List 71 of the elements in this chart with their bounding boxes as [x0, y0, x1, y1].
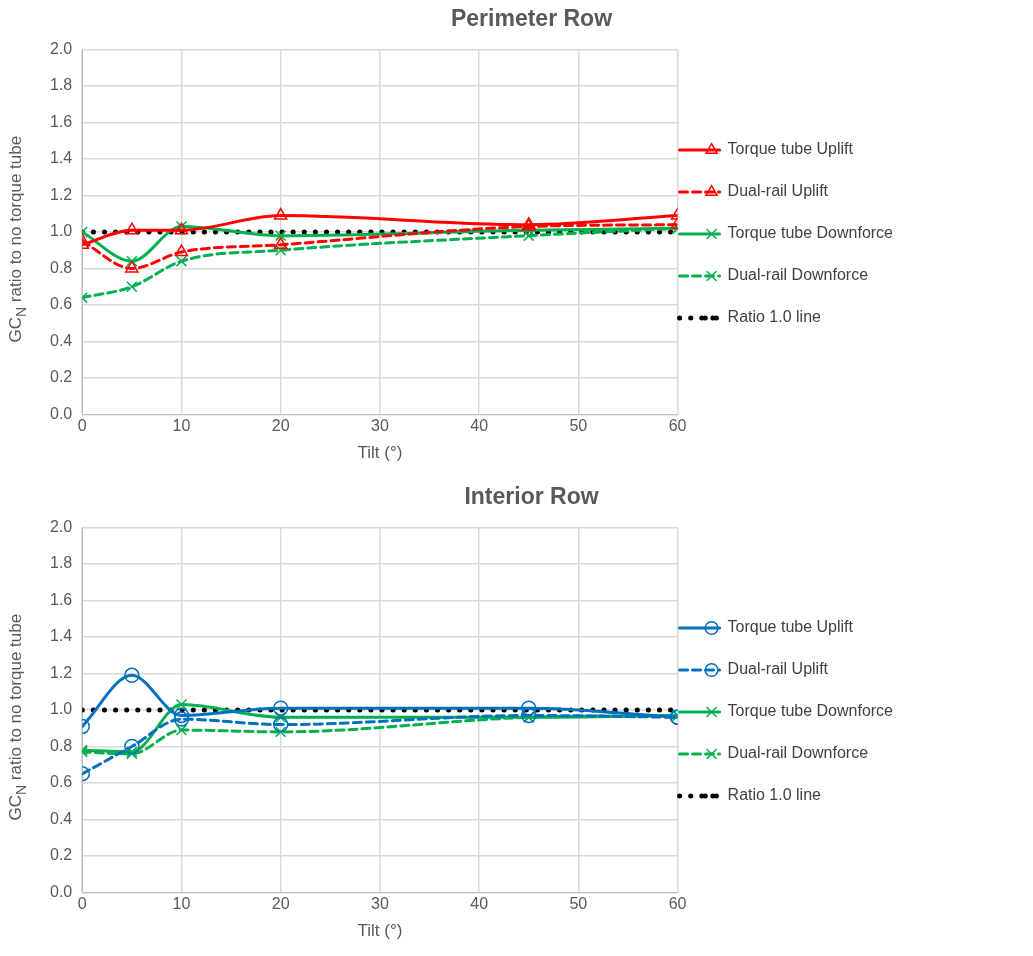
y-tick-label: 1.2	[49, 185, 73, 203]
y-tick-label: 1.2	[49, 663, 73, 681]
legend-label: Torque tube Downforce	[727, 224, 894, 242]
y-tick-label: 0.6	[49, 773, 73, 791]
y-tick-label: 0.4	[49, 809, 73, 827]
point	[273, 207, 288, 220]
x-tick-label: 40	[470, 895, 489, 913]
y-tick-label: 1.0	[49, 222, 73, 240]
point	[520, 700, 537, 716]
y-tick-label: 0.8	[49, 258, 73, 276]
y-tick-label: 1.8	[49, 76, 73, 94]
y-tick-label: 1.8	[49, 554, 73, 572]
y-tick-label: 0.4	[49, 331, 73, 349]
y-tick-label: 1.4	[49, 627, 73, 645]
point	[125, 260, 139, 273]
y-tick-label: 0.6	[49, 295, 73, 313]
point	[126, 255, 138, 267]
x-tick-label: 60	[668, 895, 687, 913]
point	[124, 667, 140, 684]
legend-label: Dual-rail Uplift	[727, 660, 829, 678]
x-tick-label: 30	[371, 895, 389, 913]
x-tick-label: 50	[569, 895, 588, 913]
legend-label: Torque tube Uplift	[727, 140, 854, 158]
x-tick-label: 10	[172, 895, 191, 913]
legend-label: Dual-rail Downforce	[727, 266, 869, 284]
x-tick-label: 40	[470, 417, 489, 435]
x-tick-label: 20	[271, 895, 290, 913]
y-tick-label: 1.4	[49, 149, 73, 167]
point	[274, 229, 287, 242]
x-tick-label: 20	[271, 417, 290, 435]
y-tick-label: 0.2	[49, 846, 73, 864]
x-axis-title: Tilt (°)	[357, 443, 403, 463]
legend-label: Dual-rail Uplift	[727, 182, 829, 200]
point	[272, 700, 289, 716]
x-tick-label: 0	[77, 417, 87, 435]
y-tick-label: 1.0	[49, 700, 73, 718]
x-tick-label: 10	[172, 417, 191, 435]
point	[274, 726, 287, 738]
y-tick-label: 0.2	[49, 368, 73, 386]
point	[273, 237, 288, 250]
point	[175, 255, 188, 267]
x-tick-label: 50	[569, 417, 588, 435]
point	[126, 281, 138, 293]
point	[173, 711, 190, 727]
legend-label: Ratio 1.0 line	[727, 786, 822, 804]
legend-label: Torque tube Uplift	[727, 618, 854, 636]
point	[175, 698, 188, 711]
y-tick-label: 1.6	[49, 590, 73, 608]
point	[173, 707, 190, 724]
point	[272, 716, 289, 733]
point	[520, 707, 537, 724]
legend-label: Torque tube Downforce	[727, 702, 894, 720]
x-axis-title: Tilt (°)	[357, 921, 403, 941]
y-tick-label: 0.8	[49, 736, 73, 754]
point	[274, 711, 287, 723]
y-tick-label: 2.0	[49, 40, 73, 58]
y-tick-label: 2.0	[49, 518, 73, 536]
point	[174, 244, 189, 257]
y-tick-label: 0.0	[49, 882, 73, 900]
x-tick-label: 60	[668, 417, 687, 435]
y-tick-label: 0.0	[49, 404, 73, 422]
chart-title: Perimeter Row	[450, 5, 613, 32]
point	[125, 222, 139, 235]
x-tick-label: 30	[371, 417, 389, 435]
chart-title: Interior Row	[464, 483, 599, 510]
x-tick-label: 0	[77, 895, 87, 913]
point	[175, 724, 188, 736]
legend-label: Dual-rail Downforce	[727, 744, 869, 762]
y-tick-label: 1.6	[49, 112, 73, 130]
point	[274, 244, 287, 256]
legend-label: Ratio 1.0 line	[727, 308, 822, 326]
